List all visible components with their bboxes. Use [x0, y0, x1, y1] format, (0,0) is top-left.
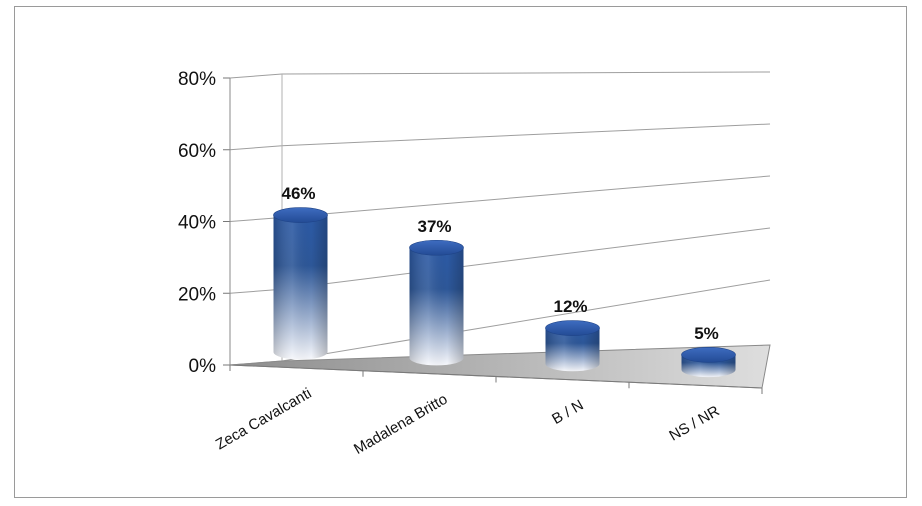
data-label: 5%: [694, 324, 719, 343]
cylinder-bar: [545, 320, 600, 372]
cylinder-bar: [409, 239, 464, 366]
data-label: 46%: [281, 184, 315, 203]
gridline-side: [229, 145, 283, 151]
cylinder-top: [409, 239, 464, 256]
cylinder-bar: [273, 207, 328, 360]
data-label: 12%: [553, 297, 587, 316]
category-label: NS / NR: [666, 402, 722, 444]
gridline: [281, 175, 771, 218]
cylinder-top: [545, 320, 600, 336]
y-tick-label: 40%: [178, 213, 216, 234]
y-tick-label: 20%: [178, 284, 216, 305]
cylinder-top: [273, 207, 328, 223]
category-label: Madalena Britto: [351, 391, 450, 458]
y-tick-label: 0%: [189, 356, 217, 377]
cylinder-shading: [409, 247, 464, 366]
data-label: 37%: [417, 217, 451, 236]
gridline: [281, 279, 771, 362]
gridline: [281, 123, 771, 147]
category-label: Zeca Cavalcanti: [213, 385, 315, 454]
y-tick-label: 80%: [178, 69, 216, 90]
gridline: [281, 227, 771, 290]
cylinder-bar: [681, 346, 736, 378]
gridline-side: [229, 217, 283, 222]
cylinder-top: [681, 346, 736, 363]
category-label: B / N: [549, 397, 586, 428]
gridline-side: [229, 73, 283, 79]
cylinder-shading: [545, 328, 600, 372]
gridline: [281, 71, 771, 75]
cylinder-shading: [273, 215, 328, 360]
y-tick-label: 60%: [178, 141, 216, 162]
gridline-side: [229, 288, 283, 294]
